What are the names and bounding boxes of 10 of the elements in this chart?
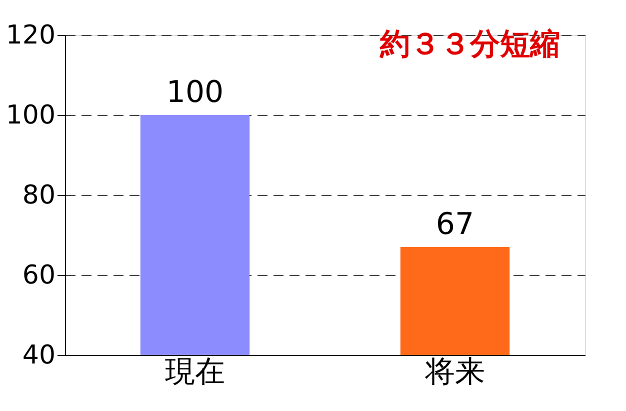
x-tick-label: 将来 [424, 354, 485, 390]
y-tick-label: 60 [22, 260, 56, 290]
y-tick-label: 40 [22, 340, 56, 370]
y-tick-label: 100 [6, 100, 56, 130]
data-label: 100 [166, 75, 224, 110]
x-tick-label: 現在 [165, 354, 225, 390]
data-label: 67 [436, 207, 474, 242]
y-tick-label: 80 [22, 180, 56, 210]
y-tick-label: 120 [6, 20, 56, 50]
annotation: 約３３分短縮 [379, 27, 560, 62]
